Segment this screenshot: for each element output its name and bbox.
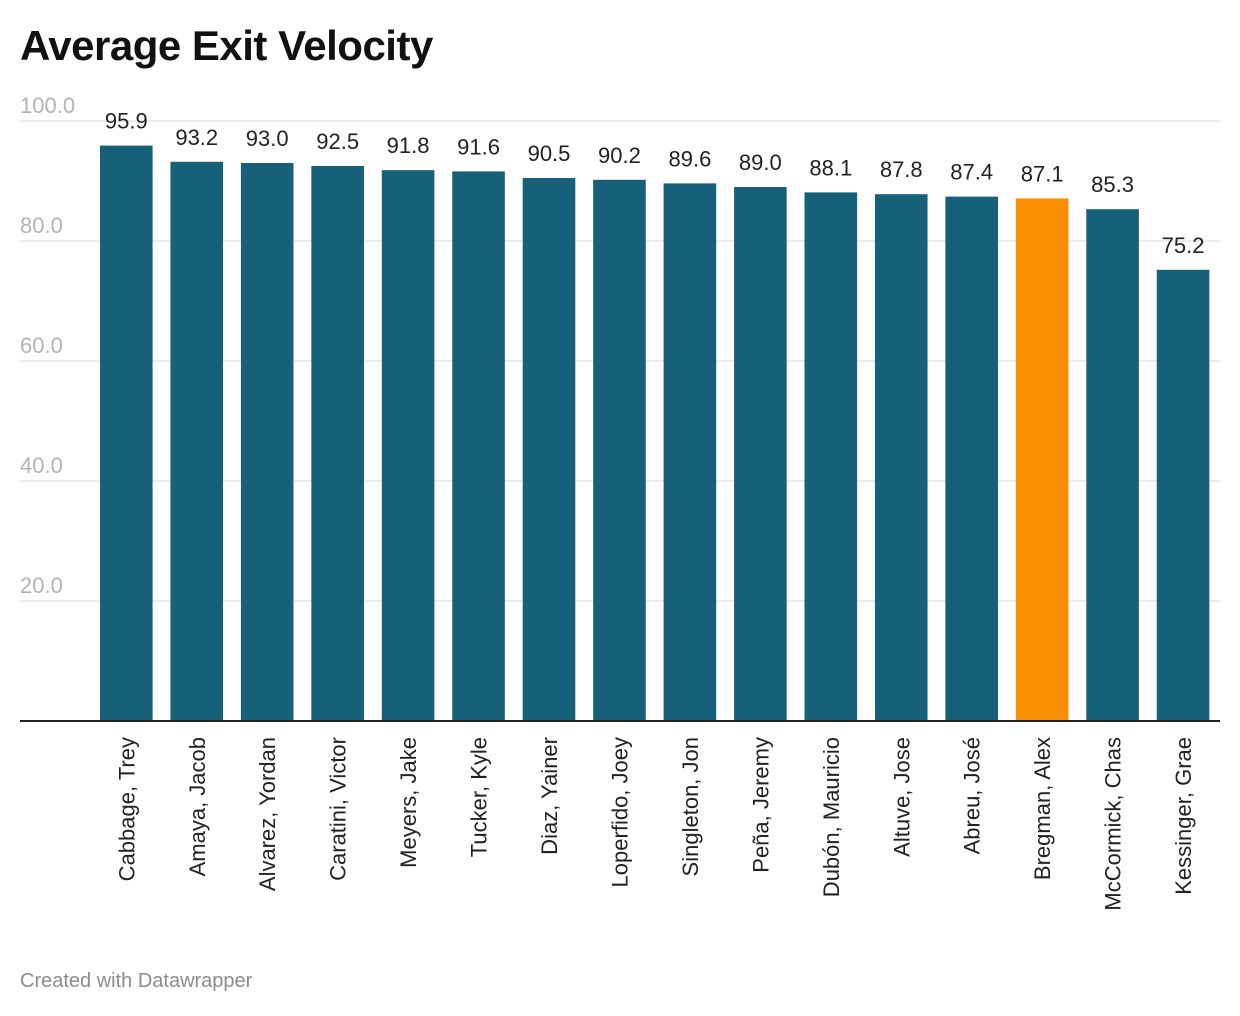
value-label: 90.5 <box>528 141 571 166</box>
category-label: Tucker, Kyle <box>467 737 492 857</box>
category-label: Meyers, Jake <box>396 737 421 868</box>
y-tick-label: 80.0 <box>20 213 63 238</box>
category-label: Amaya, Jacob <box>185 737 210 876</box>
value-label: 92.5 <box>316 129 359 154</box>
bar <box>945 196 998 722</box>
category-label: Loperfido, Joey <box>607 737 632 887</box>
y-tick-label: 60.0 <box>20 333 63 358</box>
value-label: 95.9 <box>105 109 148 134</box>
bar <box>100 145 153 722</box>
value-label: 91.8 <box>387 133 430 158</box>
bar <box>381 170 435 721</box>
category-label: Bregman, Alex <box>1030 737 1055 880</box>
category-label: Singleton, Jon <box>678 737 703 876</box>
bar <box>1086 209 1139 721</box>
y-tick-label: 40.0 <box>20 453 63 478</box>
category-label: Abreu, José <box>960 737 985 854</box>
bar <box>734 187 787 721</box>
value-label: 87.4 <box>950 160 993 185</box>
value-label: 90.2 <box>598 143 641 168</box>
bar <box>311 166 364 721</box>
category-label: Altuve, Jose <box>889 737 914 857</box>
y-tick-label: 20.0 <box>20 573 63 598</box>
footer-credit: Created with Datawrapper <box>20 970 253 992</box>
category-label: Peña, Jeremy <box>748 737 773 873</box>
bar <box>663 183 717 721</box>
value-label: 87.1 <box>1021 161 1064 186</box>
bar <box>170 161 224 722</box>
value-label: 88.1 <box>809 155 852 180</box>
bar <box>240 163 294 721</box>
category-label: Alvarez, Yordan <box>255 737 280 891</box>
value-label: 85.3 <box>1091 172 1134 197</box>
value-label: 89.6 <box>668 146 711 171</box>
category-label: Dubón, Mauricio <box>819 737 844 897</box>
value-label: 93.2 <box>175 125 218 150</box>
category-label: Diaz, Yainer <box>537 737 562 855</box>
bar <box>522 178 576 721</box>
bar <box>593 179 646 722</box>
category-label: McCormick, Chas <box>1101 737 1126 911</box>
bar <box>1156 269 1210 721</box>
value-label: 87.8 <box>880 157 923 182</box>
category-label: Kessinger, Grae <box>1171 737 1196 895</box>
category-label: Caratini, Victor <box>326 737 351 881</box>
bar <box>804 192 858 721</box>
value-label: 75.2 <box>1162 233 1205 258</box>
value-label: 91.6 <box>457 134 500 159</box>
y-tick-label: 100.0 <box>20 93 75 118</box>
category-label: Cabbage, Trey <box>114 737 139 881</box>
bar <box>452 171 505 721</box>
value-label: 93.0 <box>246 126 289 151</box>
chart-title: Average Exit Velocity <box>20 22 433 69</box>
value-label: 89.0 <box>739 150 782 175</box>
bar <box>874 194 928 721</box>
bar <box>1015 198 1069 721</box>
